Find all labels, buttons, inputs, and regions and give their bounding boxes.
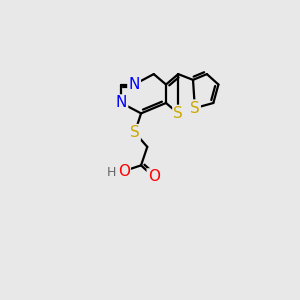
- Text: O: O: [148, 169, 160, 184]
- Text: N: N: [128, 77, 140, 92]
- Text: S: S: [130, 125, 140, 140]
- Text: S: S: [190, 100, 200, 116]
- Text: O: O: [118, 164, 130, 178]
- Text: S: S: [173, 106, 183, 121]
- Text: N: N: [116, 95, 127, 110]
- Text: H: H: [107, 166, 116, 179]
